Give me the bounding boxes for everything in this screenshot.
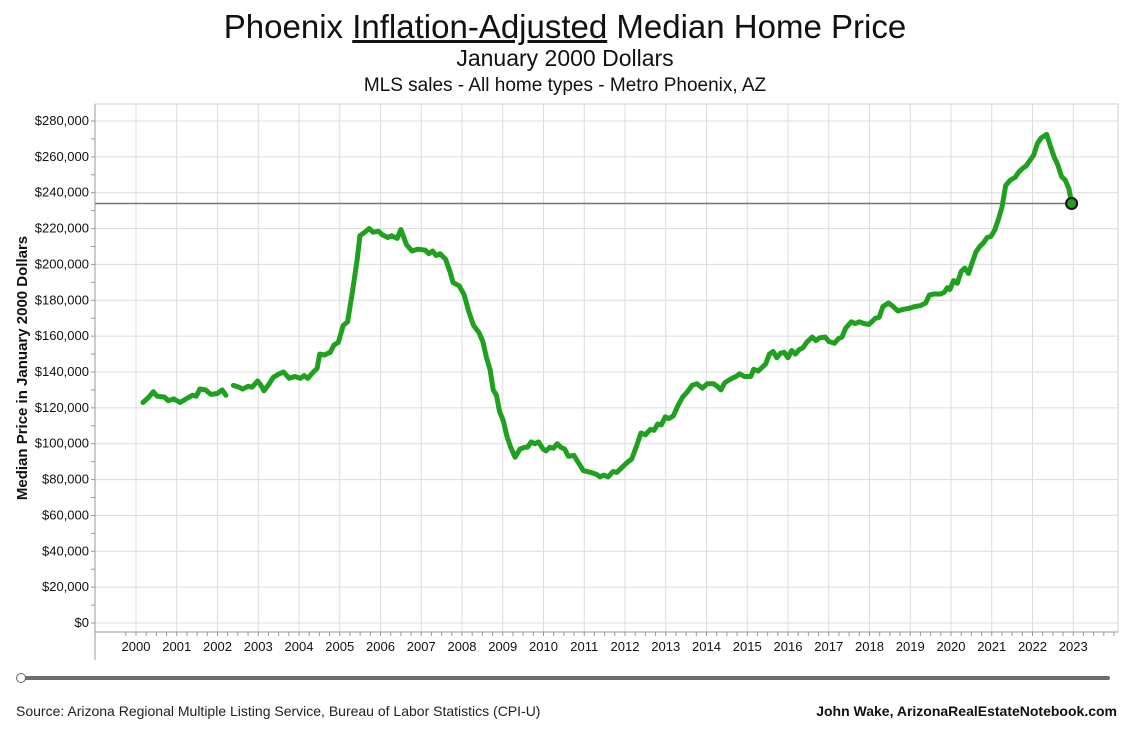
y-tick-label: $40,000 <box>42 543 89 558</box>
x-tick-label: 2023 <box>1059 639 1088 654</box>
x-tick-label: 2021 <box>977 639 1006 654</box>
x-tick-label: 2022 <box>1018 639 1047 654</box>
plot-area <box>94 103 1119 633</box>
chart-subtitle-2: MLS sales - All home types - Metro Phoen… <box>363 75 767 96</box>
y-tick-label: $80,000 <box>42 472 89 487</box>
x-tick-label: 2017 <box>814 639 843 654</box>
y-tick-label: $220,000 <box>35 221 89 236</box>
chart-subtitle: January 2000 Dollars <box>456 45 674 71</box>
x-tick-label: 2008 <box>448 639 477 654</box>
x-tick-label: 2018 <box>855 639 884 654</box>
x-tick-label: 2002 <box>203 639 232 654</box>
y-tick-label: $0 <box>75 615 89 630</box>
author-credit: John Wake, ArizonaRealEstateNotebook.com <box>816 703 1117 719</box>
x-tick-label: 2004 <box>285 639 314 654</box>
x-tick-label: 2020 <box>937 639 966 654</box>
date-range-slider-track[interactable] <box>20 676 1110 680</box>
y-tick-label: $240,000 <box>35 185 89 200</box>
x-tick-label: 2013 <box>651 639 680 654</box>
y-tick-label: $100,000 <box>35 436 89 451</box>
y-tick-label: $60,000 <box>42 507 89 522</box>
x-tick-label: 2016 <box>774 639 803 654</box>
date-range-slider-handle[interactable] <box>16 673 26 683</box>
last-data-point <box>1065 196 1079 210</box>
y-tick-label: $160,000 <box>35 328 89 343</box>
x-tick-label: 2006 <box>366 639 395 654</box>
chart-title: Phoenix Inflation-Adjusted Median Home P… <box>0 8 1130 46</box>
x-tick-label: 2010 <box>529 639 558 654</box>
price-series-line <box>140 386 229 405</box>
x-tick-label: 2001 <box>162 639 191 654</box>
x-tick-label: 2000 <box>122 639 151 654</box>
x-tick-label: 2007 <box>407 639 436 654</box>
price-series-line <box>230 131 1075 480</box>
x-tick-label: 2005 <box>325 639 354 654</box>
y-axis-label: Median Price in January 2000 Dollars <box>14 236 31 500</box>
source-note: Source: Arizona Regional Multiple Listin… <box>16 703 541 719</box>
x-tick-label: 2015 <box>733 639 762 654</box>
chart-title-part2: Median Home Price <box>607 8 907 45</box>
chart-title-part1: Phoenix <box>223 8 353 45</box>
y-tick-label: $180,000 <box>35 292 89 307</box>
line-chart: $0 $20,000 $40,000 $60,000 $80,000 $100,000 $1… <box>14 103 1119 660</box>
y-tick-label: $200,000 <box>35 256 89 271</box>
x-tick-label: 2014 <box>692 639 721 654</box>
y-tick-label: $280,000 <box>35 113 89 128</box>
y-tick-label: $20,000 <box>42 579 89 594</box>
y-tick-label: $260,000 <box>35 149 89 164</box>
y-tick-label: $140,000 <box>35 364 89 379</box>
x-tick-label: 2003 <box>244 639 273 654</box>
x-tick-label: 2012 <box>611 639 640 654</box>
x-tick-label: 2011 <box>570 639 598 654</box>
chart-title-underlined: Inflation-Adjusted <box>352 8 608 45</box>
x-tick-label: 2009 <box>488 639 517 654</box>
y-tick-label: $120,000 <box>35 400 89 415</box>
x-tick-label: 2019 <box>896 639 925 654</box>
